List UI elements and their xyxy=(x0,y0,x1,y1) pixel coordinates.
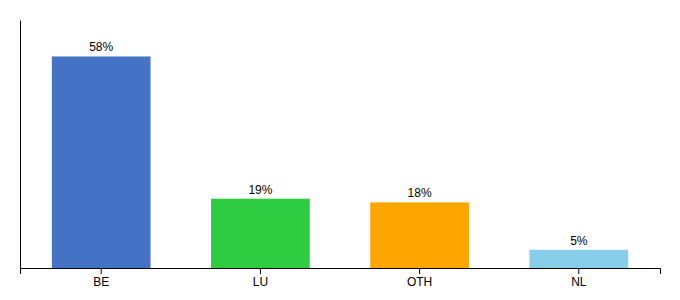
x-tick-label: BE xyxy=(93,275,109,289)
data-label: 19% xyxy=(248,183,272,197)
bars xyxy=(52,56,628,268)
data-label: 58% xyxy=(89,40,113,54)
x-tick: LU xyxy=(253,268,268,289)
x-tick-mark xyxy=(260,268,261,274)
data-labels: 58% 19% 18% 5% xyxy=(89,40,588,247)
x-tick-label: OTH xyxy=(407,275,432,289)
x-tick: NL xyxy=(571,268,587,289)
x-tick-label: NL xyxy=(571,275,587,289)
x-tick-label: LU xyxy=(253,275,268,289)
plot: BE LU OTH NL 58% 19% 18% 5% xyxy=(21,21,661,289)
bar xyxy=(52,56,151,268)
y-axis-line xyxy=(20,21,21,269)
x-tick: BE xyxy=(93,268,109,289)
x-tick: OTH xyxy=(407,268,432,289)
bar xyxy=(529,250,628,268)
data-label: 5% xyxy=(570,234,588,248)
bar xyxy=(370,202,469,268)
chart: BE LU OTH NL 58% 19% 18% 5% xyxy=(0,0,680,300)
x-tick-mark xyxy=(578,268,579,274)
bar xyxy=(211,199,310,268)
x-axis-line xyxy=(21,269,661,275)
x-axis: BE LU OTH NL xyxy=(21,268,661,289)
x-tick-mark xyxy=(101,268,102,274)
x-tick-mark xyxy=(419,268,420,274)
y-axis xyxy=(20,21,21,269)
data-label: 18% xyxy=(408,186,432,200)
